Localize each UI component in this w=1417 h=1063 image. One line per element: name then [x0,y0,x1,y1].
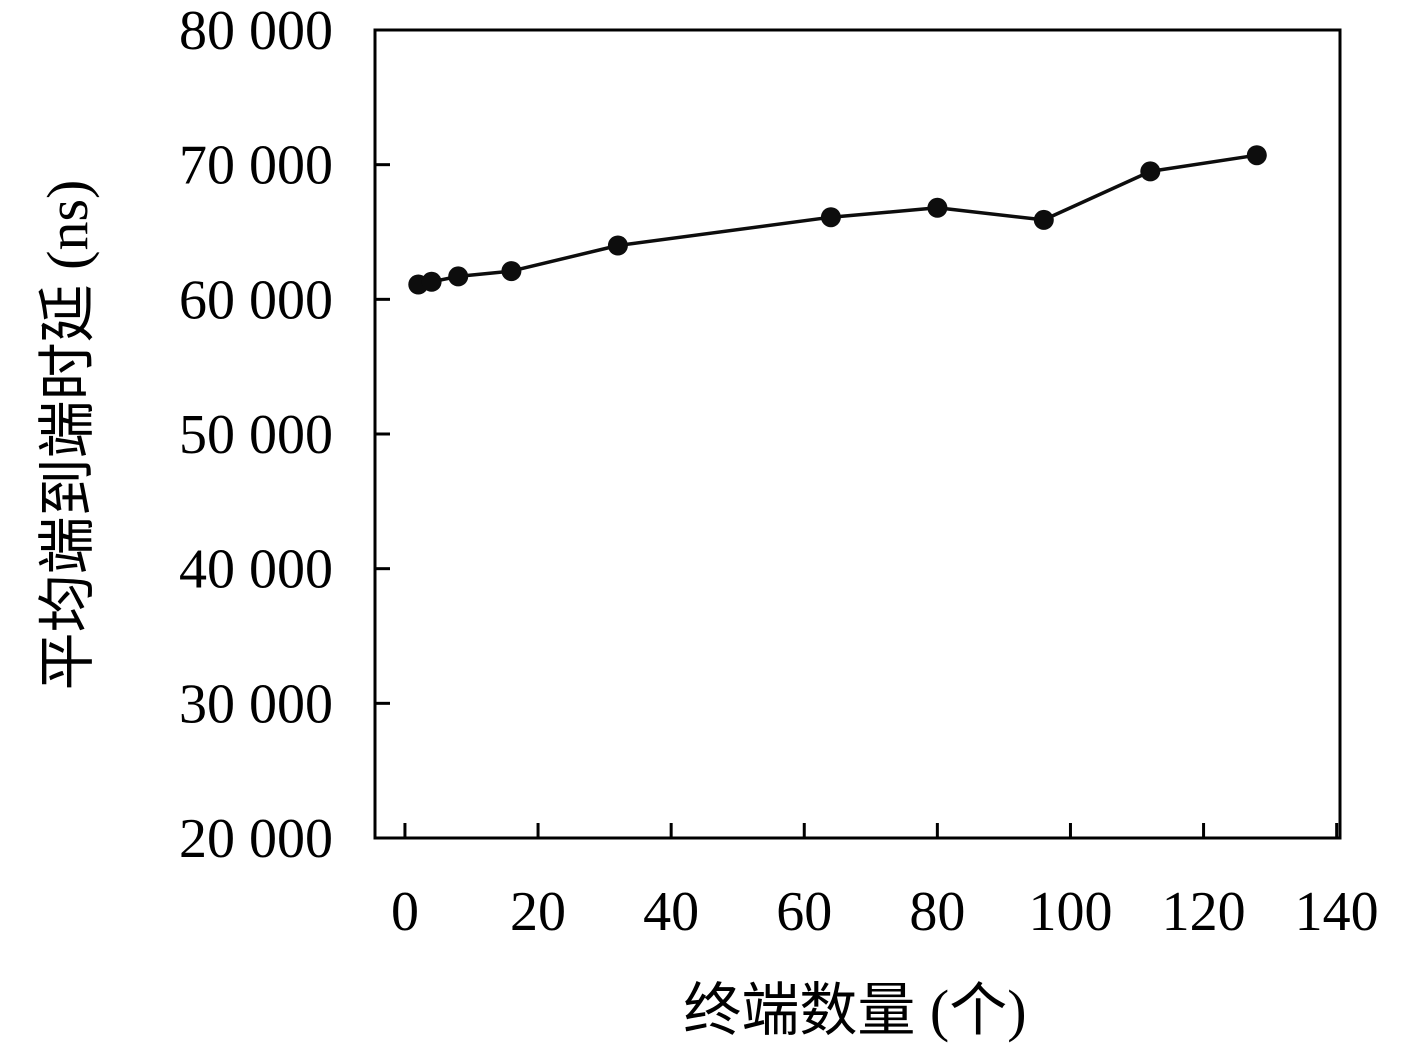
data-point [448,266,469,287]
data-point [1246,145,1267,166]
y-tick-label: 50 000 [179,404,333,466]
data-point [501,261,522,282]
x-tick-label: 140 [1295,881,1379,943]
y-tick-label: 20 000 [179,808,333,870]
x-tick-label: 0 [391,881,419,943]
data-point [421,271,442,292]
x-tick-label: 120 [1162,881,1246,943]
data-point [820,207,841,228]
x-tick-label: 60 [776,881,832,943]
x-tick-label: 80 [909,881,965,943]
data-point [607,235,628,256]
x-tick-label: 20 [510,881,566,943]
x-axis-label: 终端数量 (个) [683,978,1027,1043]
data-point [927,197,948,218]
y-tick-label: 60 000 [179,269,333,331]
x-tick-label: 40 [643,881,699,943]
data-point [1140,161,1161,182]
y-tick-label: 30 000 [179,673,333,735]
y-tick-label: 80 000 [179,0,333,62]
y-axis-label: 平均端到端时延 (ns) [35,179,100,691]
data-point [1033,209,1054,230]
data-line [416,153,1259,287]
y-tick-label: 70 000 [179,135,333,197]
y-tick-label: 40 000 [179,539,333,601]
x-tick-label: 100 [1028,881,1112,943]
plot-frame [373,28,1342,840]
